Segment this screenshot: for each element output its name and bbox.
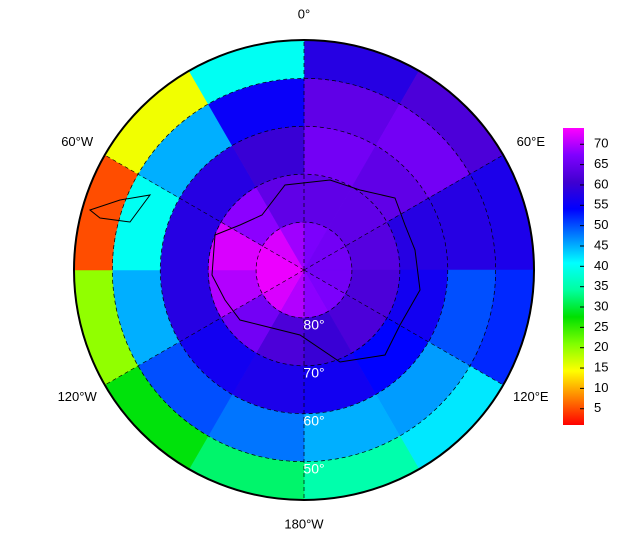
- colorbar-tick-label: 5: [594, 400, 601, 415]
- meridian: [104, 269, 305, 386]
- colorbar-tick-label: 15: [594, 359, 608, 374]
- lon-label: 120°E: [513, 389, 549, 404]
- lon-label: 120°W: [58, 389, 98, 404]
- colorbar-tick-label: 35: [594, 278, 608, 293]
- colorbar-tick-label: 65: [594, 156, 608, 171]
- colorbar-tick-label: 70: [594, 136, 608, 151]
- colorbar-tick-label: 45: [594, 237, 608, 252]
- colorbar-tick-label: 25: [594, 319, 608, 334]
- meridian: [104, 154, 305, 271]
- colorbar-tick-label: 60: [594, 176, 608, 191]
- meridian: [303, 269, 504, 386]
- lon-label: 180°W: [284, 516, 324, 531]
- colorbar-tick-label: 30: [594, 298, 608, 313]
- lat-label: 60°: [303, 412, 324, 428]
- lon-label: 60°E: [517, 134, 546, 149]
- colorbar: [563, 128, 584, 425]
- colorbar-tick-label: 40: [594, 258, 608, 273]
- lat-label: 70°: [303, 365, 324, 381]
- lat-label: 80°: [303, 317, 324, 333]
- parallel: [111, 77, 497, 463]
- parallel: [255, 221, 353, 319]
- lat-label: 50°: [303, 460, 324, 476]
- meridian: [303, 154, 504, 271]
- lon-label: 60°W: [61, 134, 94, 149]
- colorbar-tick-label: 20: [594, 339, 608, 354]
- colorbar-tick-label: 55: [594, 197, 608, 212]
- colorbar-tick-label: 50: [594, 217, 608, 232]
- coastline: [88, 179, 421, 363]
- colorbar-tick-label: 10: [594, 380, 608, 395]
- parallel: [207, 173, 401, 367]
- map-boundary: [73, 39, 535, 501]
- lon-label: 0°: [298, 6, 310, 21]
